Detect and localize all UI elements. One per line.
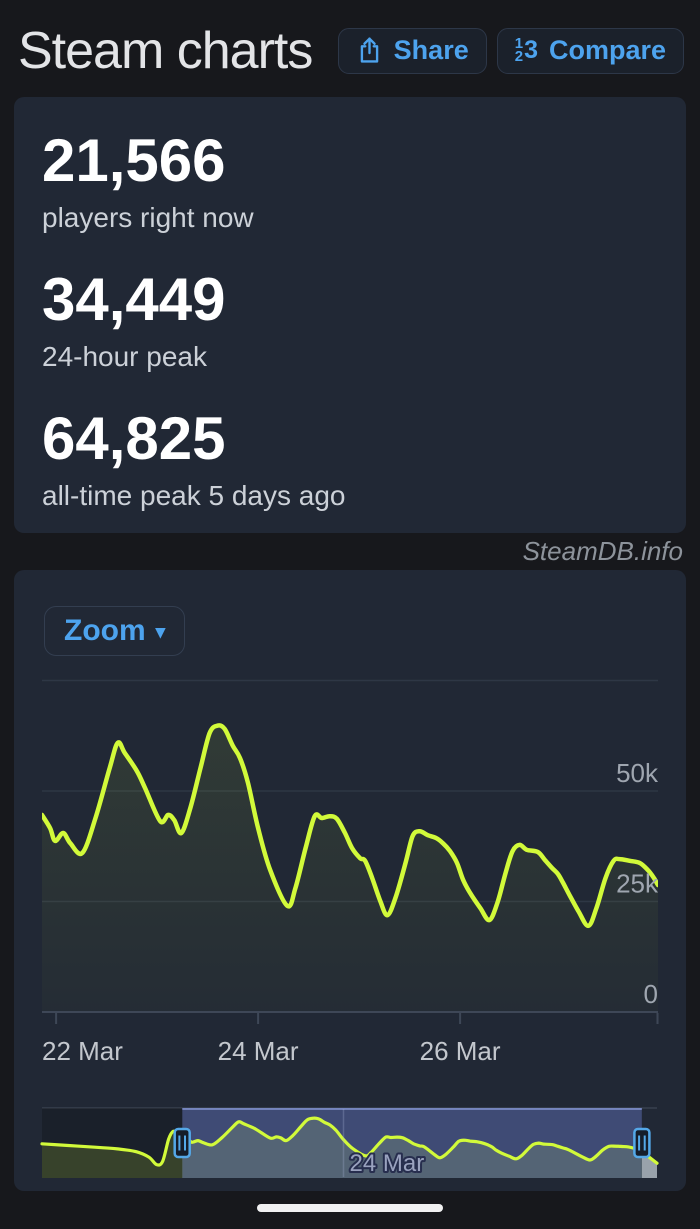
stat-24h-peak-label: 24-hour peak (42, 341, 208, 373)
watermark: SteamDB.info (522, 535, 683, 566)
y-axis-label-25k: 25k (616, 868, 659, 898)
home-indicator[interactable] (257, 1204, 443, 1212)
page-header: Steam charts Share 1 2 (0, 0, 700, 97)
share-icon (356, 36, 383, 65)
players-chart-card: Zoom ▾ 22 Mar 24 Mar 26 Mar 0 25k 50k 24 Mar (14, 569, 686, 1191)
x-axis-label-22: 22 Mar (42, 1036, 123, 1066)
share-button[interactable]: Share (337, 27, 487, 74)
y-axis-label-0: 0 (644, 979, 658, 1009)
navigator-handle-left[interactable] (173, 1127, 191, 1158)
main-chart[interactable]: 22 Mar 24 Mar 26 Mar 0 25k 50k (42, 679, 659, 1066)
navigator-line-series (40, 1116, 659, 1167)
stat-current-players-value: 21,566 (42, 127, 226, 194)
stat-24h-peak: 34,449 24-hour peak (42, 270, 658, 373)
stat-24h-peak-value: 34,449 (42, 266, 226, 334)
navigator-date-label: 24 Mar (350, 1150, 425, 1177)
stat-alltime-peak: 64,825 all-time peak 5 days ago (42, 409, 658, 512)
stat-current-players: 21,566 players right now (42, 131, 658, 234)
page-title: Steam charts (18, 21, 313, 80)
share-button-label: Share (393, 35, 469, 65)
players-area-fill (42, 724, 658, 1012)
navigator-handle-right[interactable] (633, 1127, 651, 1158)
player-count-chart[interactable]: 22 Mar 24 Mar 26 Mar 0 25k 50k 24 Mar (14, 570, 686, 1191)
player-stats-card: 21,566 players right now 34,449 24-hour … (14, 97, 686, 533)
y-axis-label-50k: 50k (616, 758, 659, 788)
x-axis-label-26: 26 Mar (420, 1036, 501, 1066)
players-line-series (42, 722, 658, 928)
stat-alltime-peak-value: 64,825 (42, 405, 226, 473)
x-axis-label-24: 24 Mar (218, 1036, 299, 1066)
zoom-dropdown[interactable]: Zoom ▾ (44, 605, 186, 656)
navigator[interactable]: 24 Mar (40, 1106, 659, 1179)
compare-icon: 1 2 3 (514, 34, 538, 65)
zoom-dropdown-label: Zoom (64, 613, 146, 647)
chevron-down-icon: ▾ (155, 621, 166, 643)
compare-button-label: Compare (548, 35, 666, 65)
compare-button[interactable]: 1 2 3 Compare (496, 27, 684, 74)
header-buttons: Share 1 2 3 Compare (337, 27, 684, 74)
stat-alltime-peak-label: all-time peak 5 days ago (42, 480, 346, 512)
stat-current-players-label: players right now (42, 202, 254, 233)
